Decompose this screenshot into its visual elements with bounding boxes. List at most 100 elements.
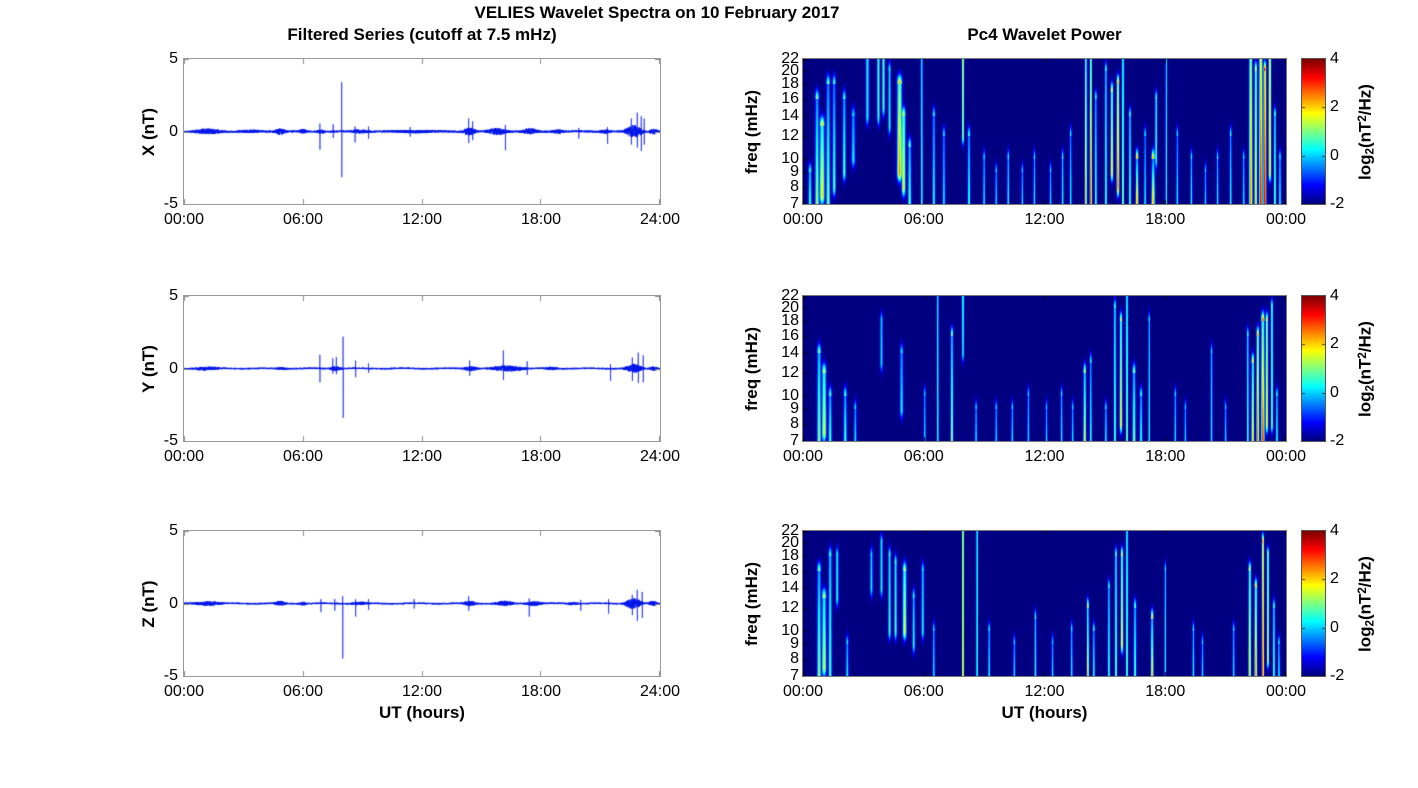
sp-z-ylabel: freq (mHz) xyxy=(742,561,761,646)
filtered-series-z-plot xyxy=(184,531,660,676)
sp-y-ytick-label: 12 xyxy=(781,363,799,381)
figure-title: VELIES Wavelet Spectra on 10 February 20… xyxy=(474,3,840,22)
colorbar-label-mid: (nT xyxy=(1355,358,1375,385)
ts-y-ytick-label: 0 xyxy=(169,359,178,377)
right-subplot-title: Pc4 Wavelet Power xyxy=(967,25,1122,44)
colorbar-z-tick-label: 4 xyxy=(1330,522,1339,539)
ts-z-xtick-label: 06:00 xyxy=(282,683,324,700)
colorbar-label-sup: 2 xyxy=(1357,351,1370,359)
left-subplot-title: Filtered Series (cutoff at 7.5 mHz) xyxy=(287,25,557,44)
ts-x-xtick-label: 00:00 xyxy=(163,211,205,228)
sp-x-xtick-label: 12:00 xyxy=(1024,211,1065,228)
colorbar-y-axes xyxy=(1301,295,1326,442)
sp-z-ytick-label: 14 xyxy=(781,579,799,597)
sp-y-ylabel: freq (mHz) xyxy=(742,326,761,411)
sp-x-ytick-label: 9 xyxy=(790,163,799,181)
sp-y-ytick-label: 10 xyxy=(781,386,799,404)
filtered-series-z-axes xyxy=(183,530,661,677)
sp-x-xtick-label: 06:00 xyxy=(903,211,944,228)
sp-x-xtick-label: 00:00 xyxy=(1265,211,1307,228)
ts-y-xtick-label: 06:00 xyxy=(282,448,324,465)
xlabel-left: UT (hours) xyxy=(379,703,465,722)
sp-z-ytick-label: 20 xyxy=(781,534,799,552)
filtered-series-x-axes xyxy=(183,58,661,205)
sp-z-ytick-label: 18 xyxy=(781,547,799,565)
sp-x-ytick-label: 8 xyxy=(790,178,799,196)
wavelet-power-z-spectrogram xyxy=(803,531,1286,676)
colorbar-label-sup: 2 xyxy=(1357,586,1370,594)
ts-y-xtick-label: 12:00 xyxy=(401,448,443,465)
sp-x-ytick-label: 14 xyxy=(781,107,799,125)
ts-y-ytick-label: 5 xyxy=(169,287,178,304)
colorbar-x-tick-label: 4 xyxy=(1330,50,1339,67)
sp-z-ytick-label: 8 xyxy=(790,650,799,668)
ts-z-xtick-label: 00:00 xyxy=(163,683,205,700)
colorbar-y-label: log2(nT2/Hz) xyxy=(1356,321,1377,417)
ts-x-ytick-label: 5 xyxy=(169,50,178,67)
sp-x-ytick-label: 22 xyxy=(781,50,799,67)
ts-x-xtick-label: 24:00 xyxy=(639,211,681,228)
colorbar-z-tick-label: 0 xyxy=(1330,618,1339,636)
filtered-series-x-plot xyxy=(184,59,660,204)
sp-z-ytick-label: 16 xyxy=(781,562,799,580)
sp-y-ytick-label: 20 xyxy=(781,299,799,317)
colorbar-z xyxy=(1302,531,1325,676)
sp-x-ytick-label: 20 xyxy=(781,62,799,80)
ts-z-ytick-label: -5 xyxy=(163,667,178,684)
sp-z-xtick-label: 00:00 xyxy=(1265,683,1307,700)
sp-x-ytick-label: 16 xyxy=(781,90,799,108)
xlabel-right: UT (hours) xyxy=(1001,703,1088,722)
colorbar-label-sup: 2 xyxy=(1357,114,1370,122)
ts-z-xtick-label: 18:00 xyxy=(520,683,562,700)
sp-y-xtick-label: 12:00 xyxy=(1024,448,1065,465)
colorbar-y-tick-label: -2 xyxy=(1330,432,1345,449)
colorbar-z-axes xyxy=(1301,530,1326,677)
ts-y-xtick-label: 00:00 xyxy=(163,448,205,465)
colorbar-x xyxy=(1302,59,1325,204)
ts-x-xtick-label: 06:00 xyxy=(282,211,324,228)
sp-x-ytick-label: 7 xyxy=(790,195,799,212)
colorbar-label-pre: log xyxy=(1355,153,1375,180)
sp-y-ytick-label: 22 xyxy=(781,287,799,304)
sp-y-ytick-label: 18 xyxy=(781,312,799,330)
colorbar-label-pre: log xyxy=(1355,625,1375,652)
ts-z-ylabel: Z (nT) xyxy=(139,579,158,628)
colorbar-label-post: /Hz) xyxy=(1355,83,1375,115)
ts-x-ytick-label: -5 xyxy=(163,195,178,212)
sp-z-xtick-label: 12:00 xyxy=(1024,683,1065,700)
colorbar-label-sub: 2 xyxy=(1364,384,1377,391)
ts-y-ytick-label: -5 xyxy=(163,432,178,449)
colorbar-label-pre: log xyxy=(1355,390,1375,417)
colorbar-y-tick-label: 2 xyxy=(1330,335,1339,353)
ts-z-xtick-label: 24:00 xyxy=(639,683,681,700)
wavelet-power-x-axes xyxy=(802,58,1287,205)
sp-y-xtick-label: 00:00 xyxy=(782,448,824,465)
wavelet-power-x-spectrogram xyxy=(803,59,1286,204)
colorbar-z-label: log2(nT2/Hz) xyxy=(1356,556,1377,652)
ts-y-xtick-label: 24:00 xyxy=(639,448,681,465)
sp-z-xtick-label: 06:00 xyxy=(903,683,944,700)
sp-y-ytick-label: 8 xyxy=(790,415,799,433)
sp-x-ylabel: freq (mHz) xyxy=(742,89,761,174)
sp-y-xtick-label: 00:00 xyxy=(1265,448,1307,465)
colorbar-y-tick-label: 0 xyxy=(1330,383,1339,401)
colorbar-label-post: /Hz) xyxy=(1355,320,1375,352)
sp-x-xtick-label: 00:00 xyxy=(782,211,824,228)
ts-x-xtick-label: 18:00 xyxy=(520,211,562,228)
sp-x-ytick-label: 10 xyxy=(781,149,799,167)
sp-z-ytick-label: 12 xyxy=(781,598,799,616)
filtered-series-y-plot xyxy=(184,296,660,441)
ts-x-ylabel: X (nT) xyxy=(139,107,158,156)
sp-z-xtick-label: 18:00 xyxy=(1145,683,1186,700)
colorbar-y xyxy=(1302,296,1325,441)
sp-z-ytick-label: 10 xyxy=(781,621,799,639)
sp-z-ytick-label: 9 xyxy=(790,635,799,653)
wavelet-power-y-axes xyxy=(802,295,1287,442)
sp-z-xtick-label: 00:00 xyxy=(782,683,824,700)
wavelet-power-z-axes xyxy=(802,530,1287,677)
sp-y-xtick-label: 18:00 xyxy=(1145,448,1186,465)
ts-x-xtick-label: 12:00 xyxy=(401,211,443,228)
colorbar-x-axes xyxy=(1301,58,1326,205)
wavelet-power-y-spectrogram xyxy=(803,296,1286,441)
